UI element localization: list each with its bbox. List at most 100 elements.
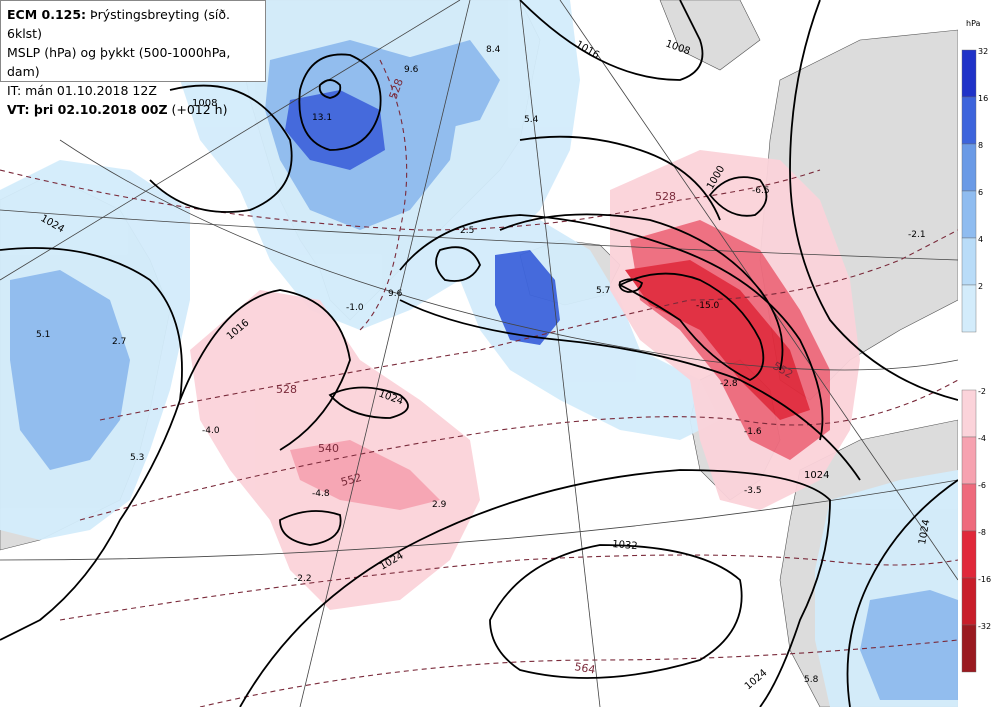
legend-negative-label: -4 [978,434,986,443]
isobar-1008-west [149,84,293,213]
legend-positive-label: 32 [978,47,988,56]
pressure-change-label: -3.5 [744,486,762,496]
isobar-iceland-low-3 [399,299,861,481]
isobar-east-1 [789,0,958,401]
isobar-1024-big [239,469,831,707]
legend-positive-label: 6 [978,188,983,197]
legend-negative-swatch [961,577,977,626]
legend-positive-label: 16 [978,94,988,103]
pressure-change-label: 13.1 [312,113,332,123]
header-field: Þrýstingsbreyting (síð. 6klst) [7,7,230,41]
legend-negative-label: -6 [978,481,986,490]
legend: hPa 32 16 8 6 4 2 -2 -4 -6 -8 -16 -32 [958,0,1000,707]
legend-negative-label: -16 [978,575,991,584]
header-line-3: IT: mán 01.10.2018 12Z [7,83,157,98]
legend-negative-swatch [961,389,977,438]
legend-positive-swatch [961,237,977,286]
legend-negative-scale: -2 -4 -6 -8 -16 -32 [961,387,991,673]
pressure-change-label: 9.6 [388,289,403,299]
pressure-change-label: -6.5 [752,186,770,196]
isobar-label: 1024 [917,519,932,546]
isobar-north-norway [708,176,768,217]
weather-map: 1008 1016 1024 1032 1000 1024 1016 1008 … [0,0,958,707]
legend-positive-label: 4 [978,235,983,244]
isobar-east-2 [846,479,958,707]
header-line-2: MSLP (hPa) og þykkt (500-1000hPa, dam) [7,45,231,79]
rise-area-greenland-core [285,90,385,170]
isobars [0,0,958,707]
isobar-iceland-low-2 [399,214,824,441]
pressure-change-label: 5.3 [130,453,144,463]
rise-area-iceland-core [495,250,560,345]
legend-positive-label: 8 [978,141,983,150]
legend-negative-swatch [961,436,977,485]
thickness-line-6 [359,59,408,331]
isobar-1016-north [519,135,721,221]
rise-area-denmark-strait [400,40,500,130]
pressure-change-label: 2.7 [112,337,126,347]
legend-positive-swatch [961,284,977,333]
pressure-change-label: 2.9 [432,500,447,510]
thickness-line-4 [59,554,958,621]
isobar-iceland-low-4 [499,213,784,371]
graticule-lat-3 [59,139,958,371]
thickness-label: 540 [318,442,339,455]
pressure-change-label: -2.8 [720,379,738,389]
thickness-label: 528 [655,190,676,203]
graticule-lon-4 [0,0,461,281]
legend-negative-swatch [961,483,977,532]
pressure-change-label: -1.6 [744,427,762,437]
legend-unit: hPa [966,19,981,28]
legend-negative-swatch [961,624,977,673]
thickness-label: 552 [339,471,363,489]
pressure-change-label: -2.2 [294,574,312,584]
pressure-change-labels: 13.1 9.6 8.4 5.1 5.4 2.5 2.7 5.3 -4.0 -4… [36,45,926,685]
header-model: ECM 0.125: [7,7,87,22]
legend-positive-label: 2 [978,282,983,291]
thickness-line-2 [99,229,958,421]
pressure-change-label: -2.1 [908,230,926,240]
legend-positive-scale: 32 16 8 6 4 2 [961,47,988,333]
isobar-1032 [489,544,743,679]
thickness-line-1 [0,169,821,231]
isobar-low-greenland [298,53,382,151]
map-header: ECM 0.125: Þrýstingsbreyting (síð. 6klst… [0,0,266,117]
header-lead-time: (+012 h) [167,102,228,117]
legend-negative-label: -2 [978,387,986,396]
pressure-change-label: 8.4 [486,45,501,55]
pressure-change-label: 2.5 [460,226,474,236]
pressure-change-label: -1.0 [346,303,364,313]
legend-negative-label: -32 [978,622,991,631]
pressure-change-label: -4.8 [312,489,330,499]
pressure-change-label: 9.6 [404,65,419,75]
legend-positive-swatch [961,96,977,145]
isobar-1008-north [519,0,704,81]
fall-area-norwegian-sea-core [625,260,810,420]
legend-negative-swatch [961,530,977,579]
isobar-label: 1024 [804,470,829,481]
header-line-1: ECM 0.125: Þrýstingsbreyting (síð. 6klst… [7,5,259,43]
pressure-change-label: 5.8 [804,675,819,685]
header-line-4: VT: þri 02.10.2018 00Z (+012 h) [7,100,259,119]
isobar-1024-center [328,386,409,419]
isobar-label: 1032 [612,539,638,552]
graticule-lon-1 [299,0,471,707]
isobar-low-greenland-inner [318,79,342,99]
pressure-change-label: 5.7 [596,286,610,296]
thickness-label: 564 [573,660,596,676]
pressure-change-label: 5.1 [36,330,50,340]
pressure-change-label: 5.4 [524,115,539,125]
isobar-iceland-low-1 [435,246,481,282]
isobar-1024-south [279,510,342,546]
isobar-1000 [617,272,765,382]
pressure-change-label: -4.0 [202,426,220,436]
legend-positive-swatch [961,143,977,192]
thickness-label: 528 [276,383,297,396]
thickness-labels: 528 540 552 564 528 552 528 [276,77,795,677]
isobar-label: 1008 [192,98,217,109]
graticule-lat-2 [0,479,958,561]
thickness-line-5 [199,639,958,707]
legend-positive-swatch [961,190,977,239]
graticule-lon-2 [519,0,601,707]
